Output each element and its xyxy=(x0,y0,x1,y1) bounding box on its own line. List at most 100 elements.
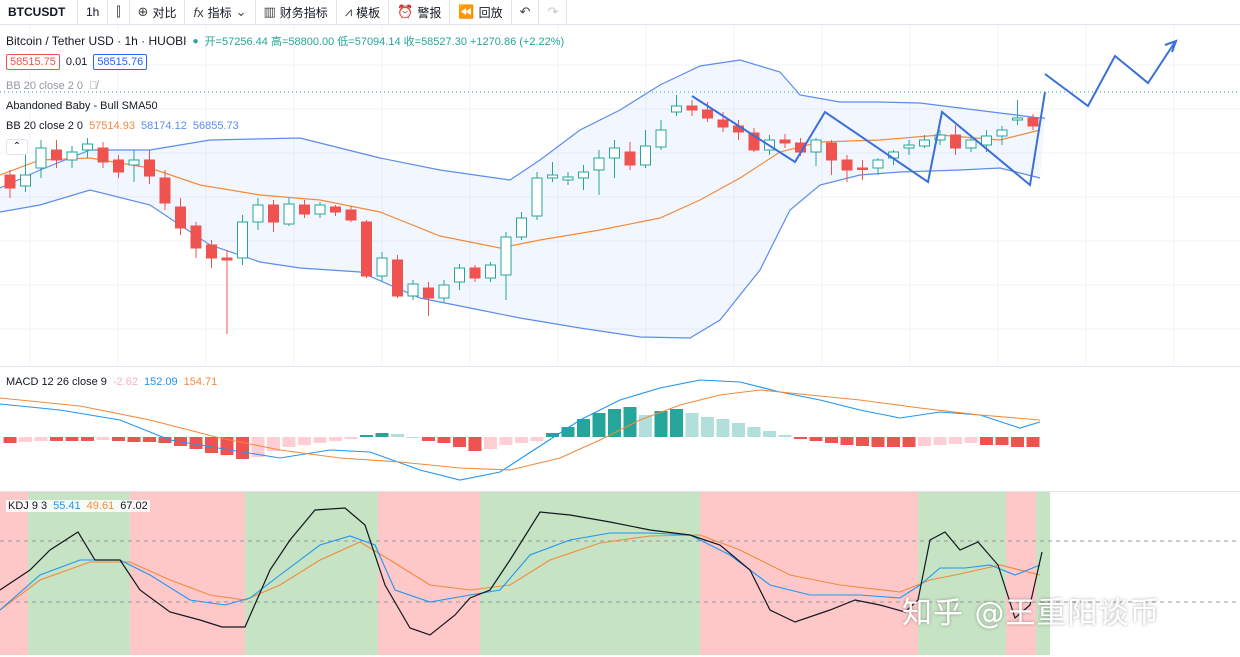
candle-body xyxy=(841,159,853,171)
kdj-value-3: 67.02 xyxy=(120,500,148,512)
macd-histogram-bar xyxy=(65,437,79,441)
pane-separator-1[interactable] xyxy=(0,366,1240,367)
bb-hidden-row: BB 20 close 2 0 👁̸ xyxy=(6,80,97,92)
bid-price[interactable]: 58515.75 xyxy=(6,54,60,70)
kdj-label[interactable]: KDJ 9 3 xyxy=(8,500,48,512)
bb-value-1: 57514.93 xyxy=(89,120,135,132)
candle-body xyxy=(1012,117,1023,121)
candle-body xyxy=(252,204,264,223)
macd-histogram-bar xyxy=(313,437,327,443)
macd-histogram-bar xyxy=(887,437,900,447)
candle-body xyxy=(748,132,760,151)
candle-body xyxy=(996,129,1008,137)
candle-body xyxy=(345,209,357,221)
kdj-signal-band xyxy=(700,492,918,655)
macd-histogram-bar xyxy=(236,437,249,459)
projected-path xyxy=(1044,41,1176,108)
kdj-legend: KDJ 9 3 55.41 49.61 67.02 xyxy=(6,500,150,512)
watermark: 知乎 @王重阳谈币 xyxy=(902,596,1161,631)
candle-body xyxy=(981,135,992,146)
macd-histogram-bar xyxy=(251,437,265,457)
macd-label[interactable]: MACD 12 26 close 9 xyxy=(6,376,107,388)
macd-histogram-bar xyxy=(794,437,807,439)
candle-body xyxy=(392,259,403,297)
macd-signal-line xyxy=(0,389,1041,471)
candle-body xyxy=(190,225,202,249)
candle-body xyxy=(407,283,419,297)
pattern-row: Abandoned Baby - Bull SMA50 xyxy=(6,100,158,112)
eye-hidden-icon[interactable]: 👁̸ xyxy=(89,80,98,92)
templates-button[interactable]: ⩘ 模板 xyxy=(337,0,390,25)
candle-body xyxy=(469,267,481,279)
macd-histogram-bar xyxy=(282,437,296,447)
drawn-zigzag xyxy=(691,91,1046,187)
indicators-label: 指标 xyxy=(207,5,232,20)
candle-body xyxy=(221,257,233,261)
price-chart[interactable] xyxy=(0,25,1240,365)
macd-histogram-bar xyxy=(763,431,776,437)
candle-body xyxy=(500,236,512,276)
replay-button[interactable]: ⏪ 回放 xyxy=(450,0,512,25)
financials-icon: ▥ xyxy=(263,4,276,19)
chart-type-button[interactable]: ⫿ xyxy=(108,0,130,25)
candle-body xyxy=(810,139,822,153)
indicators-button[interactable]: fx 指标 ⌄ xyxy=(185,0,256,25)
kdj-pane[interactable] xyxy=(0,492,1240,655)
macd-histogram-bar xyxy=(561,427,575,437)
macd-value-3: 154.71 xyxy=(183,376,218,388)
candle-body xyxy=(51,149,62,161)
macd-histogram-bar xyxy=(329,437,342,441)
bb-upper-line xyxy=(0,59,1045,189)
pane-separator-2[interactable] xyxy=(0,491,1240,492)
macd-histogram-bar xyxy=(406,437,420,438)
alert-button[interactable]: ⏰ 警报 xyxy=(389,0,451,25)
macd-histogram-bar xyxy=(530,437,544,441)
undo-button[interactable]: ↶ xyxy=(512,0,540,25)
macd-legend: MACD 12 26 close 9 -2.62 152.09 154.71 xyxy=(6,376,217,388)
macd-histogram-bar xyxy=(840,437,854,445)
candle-body xyxy=(655,129,667,148)
candle-body xyxy=(20,174,31,187)
market-open-dot: ● xyxy=(192,35,199,47)
candle-body xyxy=(66,151,78,161)
macd-histogram-bar xyxy=(980,437,993,445)
candle-body xyxy=(593,157,605,171)
macd-histogram-bar xyxy=(747,427,761,437)
macd-histogram-bar xyxy=(499,437,513,445)
macd-histogram-bar xyxy=(546,433,559,437)
macd-pane[interactable] xyxy=(0,367,1240,492)
macd-histogram-bar xyxy=(716,419,730,437)
macd-histogram-bar xyxy=(375,433,389,437)
bb-value-3: 56855.73 xyxy=(192,120,239,132)
bb-hidden-label[interactable]: BB 20 close 2 0 xyxy=(6,80,84,92)
pattern-label[interactable]: Abandoned Baby - Bull SMA50 xyxy=(6,100,158,112)
kdj-k-line xyxy=(0,532,1041,611)
macd-histogram-bar xyxy=(453,437,466,447)
candle-body xyxy=(4,174,16,189)
compare-button[interactable]: ⊕ 对比 xyxy=(130,0,186,25)
macd-histogram-bar xyxy=(608,409,621,437)
fx-icon: fx xyxy=(193,4,204,20)
macd-histogram-bar xyxy=(3,437,17,443)
bb-value-2: 58174.12 xyxy=(140,120,187,132)
collapse-legend-button[interactable]: ⌃ xyxy=(6,139,28,155)
candle-body xyxy=(547,174,558,179)
candle-body xyxy=(237,221,248,259)
macd-histogram-bar xyxy=(19,437,32,442)
financials-button[interactable]: ▥ 财务指标 xyxy=(256,0,337,25)
macd-value-2: 152.09 xyxy=(143,376,178,388)
bb-label[interactable]: BB 20 close 2 0 xyxy=(6,120,84,132)
macd-line xyxy=(0,379,1041,481)
symbol-button[interactable]: BTCUSDT xyxy=(0,0,78,25)
redo-button[interactable]: ↷ xyxy=(539,0,568,25)
ohlc-values: 开=57256.44 高=58800.00 低=57094.14 收=58527… xyxy=(204,36,565,48)
macd-histogram-bar xyxy=(964,437,978,443)
kdj-signal-band xyxy=(480,492,700,655)
replay-label: 回放 xyxy=(478,5,503,20)
macd-histogram-bar xyxy=(515,437,528,443)
candle-body xyxy=(438,284,450,299)
ask-price[interactable]: 58515.76 xyxy=(93,54,148,70)
candle-body xyxy=(485,264,496,279)
interval-button[interactable]: 1h xyxy=(78,0,109,25)
kdj-signal-band xyxy=(245,492,378,655)
